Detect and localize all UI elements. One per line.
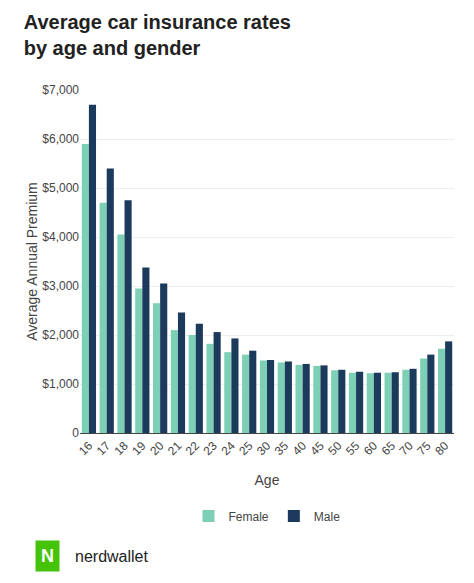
svg-text:Age: Age [255, 472, 280, 488]
svg-text:Female: Female [229, 510, 269, 524]
svg-text:55: 55 [343, 439, 363, 459]
svg-text:22: 22 [183, 439, 203, 459]
svg-text:$4,000: $4,000 [42, 230, 79, 244]
svg-text:20: 20 [147, 439, 167, 459]
svg-text:Average Annual Premium: Average Annual Premium [24, 182, 40, 341]
svg-text:18: 18 [112, 439, 132, 459]
svg-text:17: 17 [94, 439, 114, 459]
svg-text:40: 40 [290, 439, 310, 459]
svg-text:16: 16 [76, 439, 96, 459]
svg-text:N: N [41, 546, 54, 566]
svg-text:70: 70 [396, 439, 416, 459]
svg-text:35: 35 [272, 439, 292, 459]
svg-text:45: 45 [307, 439, 327, 459]
svg-text:$3,000: $3,000 [42, 279, 79, 293]
svg-text:75: 75 [414, 439, 434, 459]
svg-text:25: 25 [236, 439, 256, 459]
svg-text:0: 0 [72, 426, 79, 440]
svg-text:80: 80 [432, 439, 452, 459]
svg-text:$6,000: $6,000 [42, 132, 79, 146]
svg-text:$1,000: $1,000 [42, 377, 79, 391]
svg-text:23: 23 [201, 439, 221, 459]
svg-text:Male: Male [314, 510, 340, 524]
svg-text:$2,000: $2,000 [42, 328, 79, 342]
svg-text:Average car insurance ratesby: Average car insurance ratesby age and ge… [24, 11, 291, 59]
svg-text:24: 24 [218, 439, 238, 459]
svg-text:$7,000: $7,000 [42, 83, 79, 97]
svg-text:$5,000: $5,000 [42, 181, 79, 195]
svg-text:19: 19 [129, 439, 149, 459]
svg-text:50: 50 [325, 439, 345, 459]
svg-text:30: 30 [254, 439, 274, 459]
svg-text:21: 21 [165, 439, 185, 459]
svg-text:65: 65 [379, 439, 399, 459]
svg-text:nerdwallet: nerdwallet [75, 548, 148, 565]
svg-text:60: 60 [361, 439, 381, 459]
